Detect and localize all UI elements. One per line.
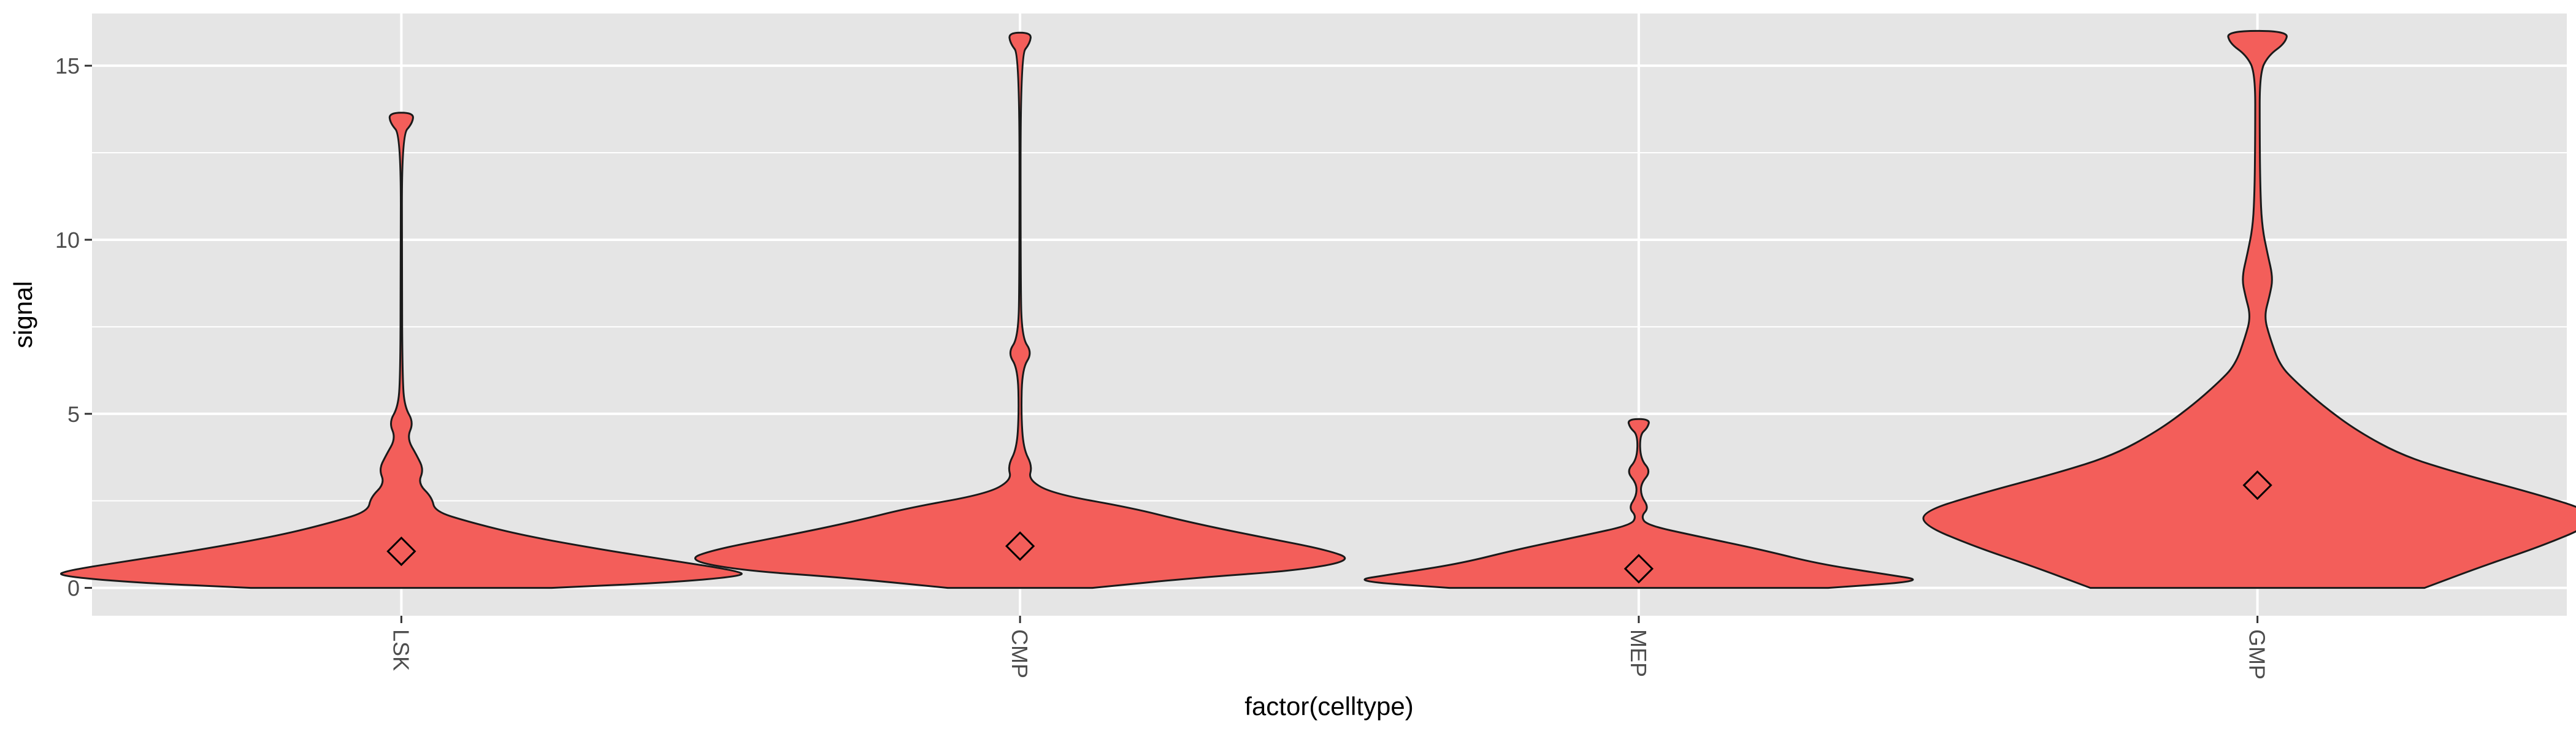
mean-marker-lsk (386, 536, 416, 567)
y-axis-title: signal (9, 281, 37, 348)
violin-gmp (1922, 29, 2576, 589)
x-tick-label: LSK (388, 629, 413, 671)
violin-lsk (59, 112, 743, 589)
violins-layer (59, 29, 2576, 589)
x-tick-label: CMP (1007, 629, 1032, 678)
x-axis-title: factor(celltype) (1244, 692, 1413, 721)
mean-marker-gmp (2242, 470, 2272, 500)
x-tick-label: GMP (2245, 629, 2270, 680)
violin-mep (1363, 418, 1914, 589)
x-tick-label: MEP (1626, 629, 1651, 677)
y-tick-label: 10 (55, 228, 80, 253)
violin-cmp (694, 31, 1346, 589)
axes-layer: 0 5 10 15 LSK CMP MEP GMP (55, 53, 2270, 680)
mean-marker-cmp (1005, 531, 1035, 561)
y-tick-label: 15 (55, 53, 80, 78)
y-tick-label: 5 (67, 402, 80, 427)
mean-marker-mep (1623, 554, 1654, 584)
y-tick-label: 0 (67, 576, 80, 601)
